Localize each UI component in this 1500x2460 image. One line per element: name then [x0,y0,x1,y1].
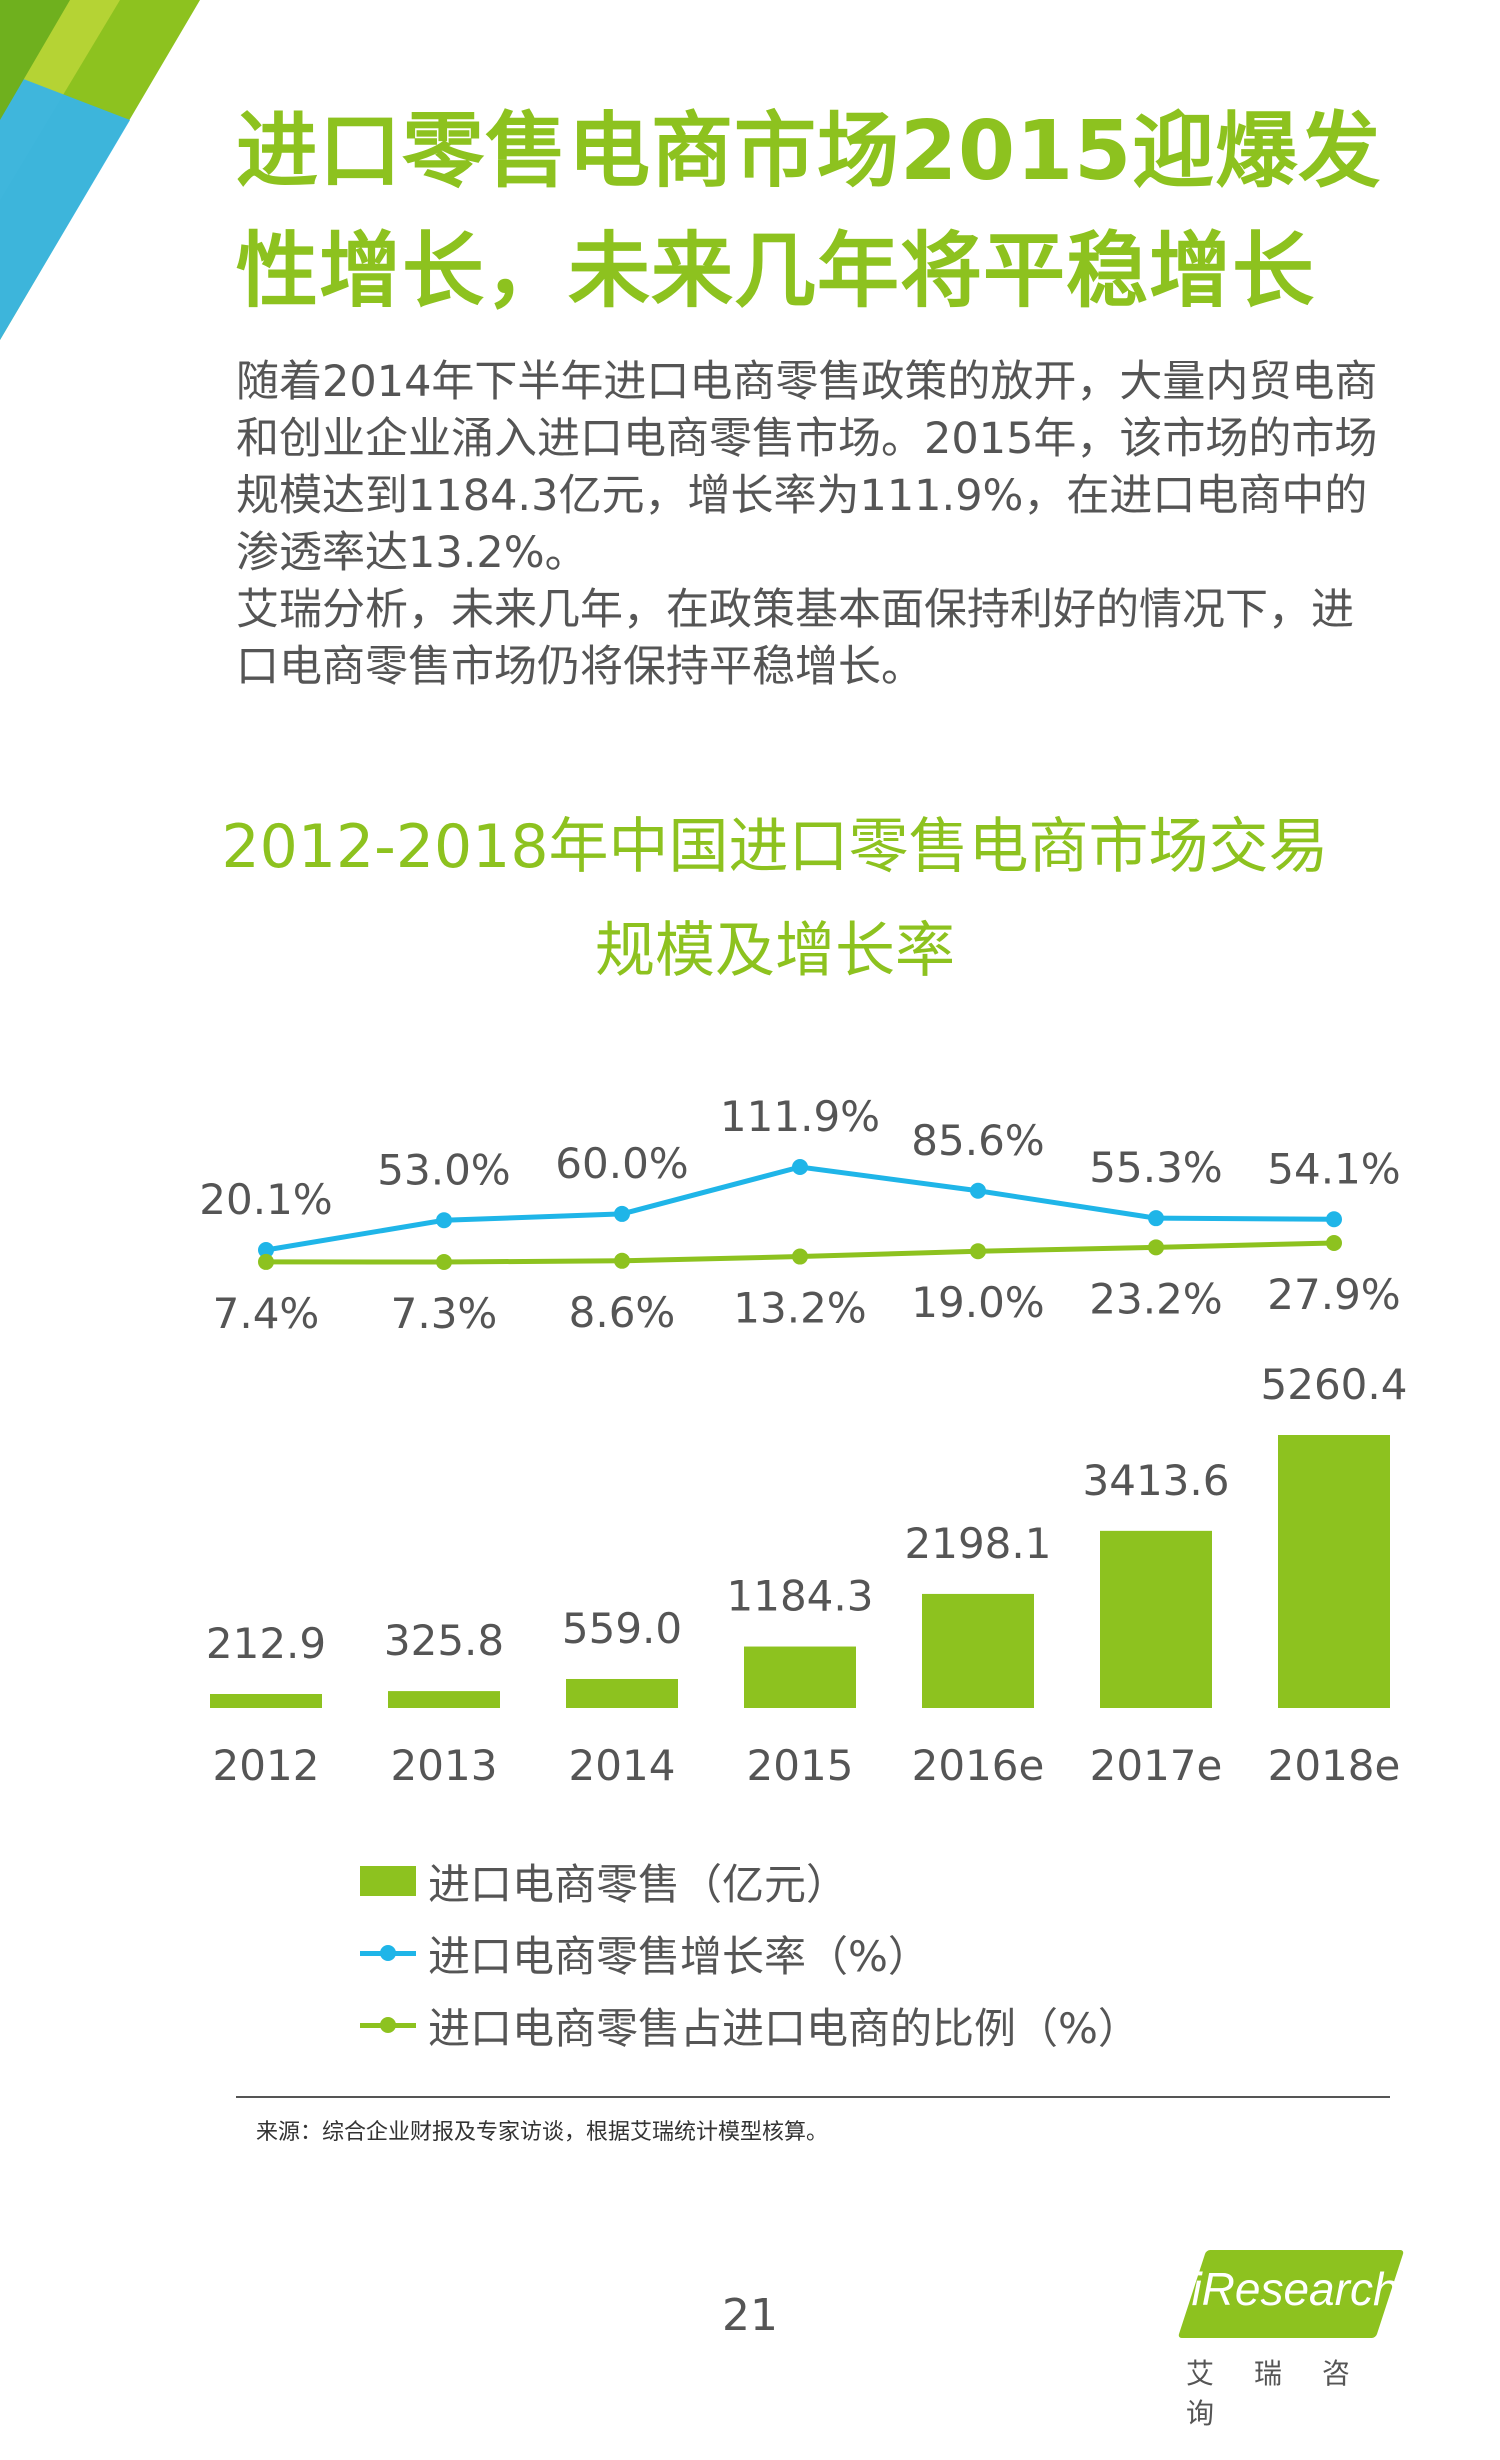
legend-label: 进口电商零售增长率（%） [428,1931,930,1981]
bar-value-label: 5260.4 [1261,1360,1408,1409]
x-tick-label: 2016e [912,1741,1045,1790]
share-point [614,1252,630,1269]
share-point [970,1243,986,1260]
bar-2012 [210,1694,322,1708]
logo-brand: iResearch [1191,2263,1399,2315]
growth-rate-label: 55.3% [1089,1143,1222,1192]
legend-item-share: 进口电商零售占进口电商的比例（%） [360,1989,1140,2061]
growth-rate-label: 85.6% [911,1116,1044,1165]
logo-chinese: 艾瑞咨询 [1186,2357,1391,2430]
share-point [1326,1235,1342,1251]
growth-rate-label: 53.0% [377,1145,510,1194]
growth-rate-point [1148,1210,1164,1227]
x-tick-label: 2013 [391,1741,498,1790]
chart-title: 2012-2018年中国进口零售电商市场交易规模及增长率 [221,812,1329,986]
share-label: 7.4% [213,1289,320,1338]
legend-swatch-share [360,2010,416,2040]
legend-item-bar: 进口电商零售（亿元） [360,1845,1140,1917]
bar-2014 [566,1678,678,1708]
x-tick-label: 2014 [569,1741,676,1790]
bar-2015 [744,1646,856,1708]
growth-rate-label: 54.1% [1267,1144,1400,1193]
growth-rate-point [436,1212,452,1229]
corner-decoration [0,0,200,340]
growth-rate-label: 111.9% [720,1092,880,1141]
chart: 212.9 2012 325.8 2013 559.0 2014 1184.3 2015 219… [199,1092,1408,1790]
share-label: 23.2% [1089,1274,1222,1323]
growth-rate-point [258,1242,274,1258]
bar-2013 [388,1691,500,1708]
body-paragraph: 随着2014年下半年进口电商零售政策的放开，大量内贸电商和创业企业涌入进口电商零… [236,357,1378,578]
growth-rate-label: 20.1% [199,1175,332,1224]
bar-value-label: 559.0 [562,1604,682,1653]
growth-rate-point [1326,1211,1342,1228]
legend-label: 进口电商零售（亿元） [428,1859,849,1909]
share-label: 19.0% [911,1278,1044,1327]
bar-value-label: 3413.6 [1083,1456,1230,1505]
bar-2017e [1100,1530,1212,1708]
bar-value-label: 212.9 [206,1619,326,1668]
bar-value-label: 1184.3 [727,1572,874,1621]
share-label: 7.3% [391,1289,498,1338]
chart-legend: 进口电商零售（亿元） 进口电商零售增长率（%） 进口电商零售占进口电商的比例（%… [360,1845,1140,2061]
growth-rate-point [792,1159,808,1175]
share-label: 27.9% [1267,1270,1400,1319]
bar-value-label: 2198.1 [905,1519,1052,1568]
bar-value-label: 325.8 [384,1616,504,1665]
share-point [1148,1239,1164,1256]
share-point [258,1253,274,1270]
x-tick-label: 2018e [1268,1741,1401,1790]
share-point [436,1254,452,1270]
body-paragraph: 艾瑞分析，未来几年，在政策基本面保持利好的情况下，进口电商零售市场仍将保持平稳增… [236,585,1354,692]
legend-swatch-growth [360,1938,416,1968]
share-label: 8.6% [569,1288,676,1337]
x-tick-label: 2012 [213,1741,320,1790]
x-tick-label: 2015 [747,1741,854,1790]
page-title: 进口零售电商市场2015迎爆发性增长，未来几年将平稳增长 [236,104,1382,319]
legend-item-growth: 进口电商零售增长率（%） [360,1917,1140,1989]
legend-label: 进口电商零售占进口电商的比例（%） [428,2003,1140,2053]
share-point [792,1248,808,1265]
body-text: 随着2014年下半年进口电商零售政策的放开，大量内贸电商和创业企业涌入进口电商零… [236,354,1396,696]
growth-rate-point [614,1205,630,1222]
growth-rate-label: 60.0% [555,1139,688,1188]
legend-swatch-bar [360,1866,416,1896]
bar-2018e [1278,1435,1390,1708]
bar-2016e [922,1593,1034,1708]
share-label: 13.2% [733,1284,866,1333]
iresearch-logo: iResearch 艾瑞咨询 [1170,2250,1430,2430]
source-note: 来源：综合企业财报及专家访谈，根据艾瑞统计模型核算。 [256,2120,829,2145]
source-divider [236,2096,1390,2098]
page-number: 21 [722,2290,778,2341]
x-tick-label: 2017e [1090,1741,1223,1790]
growth-rate-point [970,1182,986,1199]
